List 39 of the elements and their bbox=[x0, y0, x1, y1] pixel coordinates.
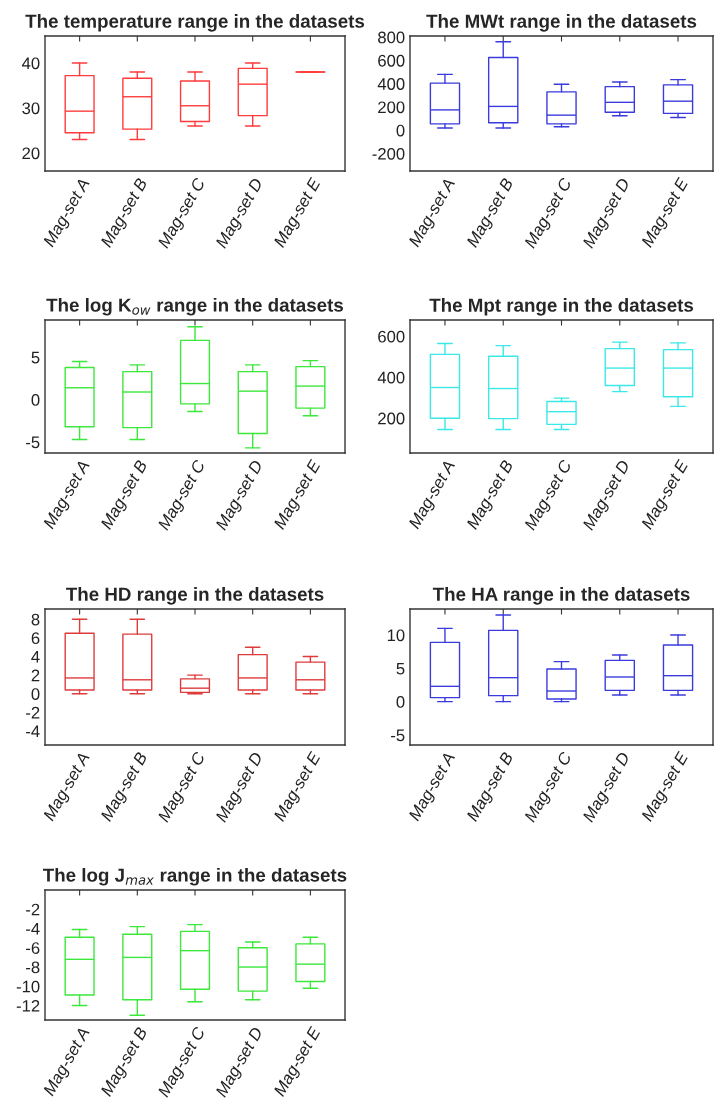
y-tick-label: -5 bbox=[391, 729, 405, 742]
y-tick-label: 5 bbox=[31, 351, 40, 364]
y-tick-label: -8 bbox=[26, 961, 40, 974]
y-tick-label: -4 bbox=[26, 725, 40, 738]
y-tick-label: 40 bbox=[21, 57, 40, 70]
y-tick-label: -2 bbox=[26, 903, 40, 916]
chart-title: The log K$_{ow}$ range in the datasets bbox=[46, 297, 343, 316]
y-tick-label: 200 bbox=[378, 412, 405, 425]
y-tick-label: 5 bbox=[396, 662, 405, 675]
y-tick-label: 600 bbox=[378, 54, 405, 67]
y-tick-label: 2 bbox=[31, 669, 40, 682]
y-tick-label: 0 bbox=[396, 696, 405, 708]
y-tick-label: 200 bbox=[378, 101, 405, 114]
y-tick-label: -4 bbox=[26, 923, 40, 935]
y-tick-label: 600 bbox=[378, 330, 405, 343]
y-tick-label: 4 bbox=[31, 651, 40, 663]
y-tick-label: 400 bbox=[377, 78, 405, 90]
chart-title: The HD range in the datasets bbox=[66, 587, 324, 605]
y-tick-label: 400 bbox=[377, 371, 405, 384]
chart-title: The log J$_{max}$ range in the datasets bbox=[42, 867, 347, 886]
y-tick-label: 8 bbox=[31, 613, 40, 626]
y-tick-label: 20 bbox=[22, 147, 40, 160]
y-tick-label: -2 bbox=[26, 706, 40, 719]
y-tick-label: -5 bbox=[26, 436, 40, 449]
chart-title: The temperature range in the datasets bbox=[25, 14, 365, 32]
y-tick-label: 800 bbox=[378, 31, 405, 44]
y-tick-label: 10 bbox=[387, 629, 405, 642]
chart-title: The HA range in the datasets bbox=[432, 587, 690, 605]
chart-title: The Mpt range in the datasets bbox=[429, 298, 694, 316]
y-tick-label: 0 bbox=[31, 688, 40, 700]
y-tick-label: -6 bbox=[26, 942, 40, 954]
y-tick-label: 6 bbox=[31, 632, 40, 645]
y-tick-label: -12 bbox=[16, 999, 40, 1012]
chart-title: The MWt range in the datasets bbox=[426, 14, 697, 32]
y-tick-label: -200 bbox=[372, 147, 405, 160]
y-tick-label: 0 bbox=[396, 124, 405, 137]
y-tick-label: 30 bbox=[22, 102, 40, 115]
y-tick-label: -10 bbox=[16, 980, 40, 993]
y-tick-label: 0 bbox=[31, 394, 40, 406]
